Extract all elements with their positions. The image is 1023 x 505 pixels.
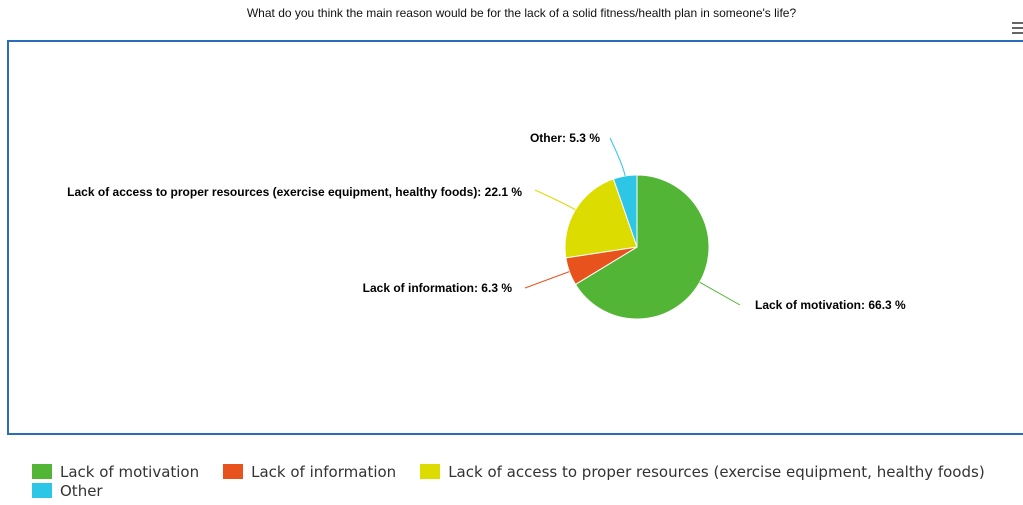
hamburger-menu-icon[interactable] [1012,22,1023,36]
legend-item-resources[interactable]: Lack of access to proper resources (exer… [420,462,985,481]
legend-label: Lack of motivation [60,462,200,481]
slice-data-label: Other: 5.3 % [530,131,600,145]
slice-connector [609,137,626,177]
legend-label: Lack of information [251,462,397,481]
legend-label: Lack of access to proper resources (exer… [448,462,985,481]
legend-row: Lack of motivation Lack of information L… [32,462,1022,481]
plot-frame [7,40,1023,435]
legend-swatch [223,464,244,479]
legend-swatch [32,483,52,498]
legend-row: Other [32,481,1022,500]
legend-item-information[interactable]: Lack of information [223,463,396,481]
slice-data-label: Lack of information: 6.3 % [363,281,513,295]
slice-connector [524,271,570,289]
chart-title: What do you think the main reason would … [246,6,797,20]
pie-slice[interactable] [574,174,710,320]
legend-item-other[interactable]: Other [32,482,103,500]
slice-connector [699,281,741,306]
pie-chart: Lack of motivation: 66.3 % Lack of inform… [67,131,906,320]
legend-label: Other [60,481,103,500]
slice-connector [534,189,576,211]
slice-data-label: Lack of motivation: 66.3 % [755,298,906,312]
legend-swatch [420,464,441,479]
legend: Lack of motivation Lack of information L… [32,462,1022,500]
pie-slice[interactable] [564,178,638,259]
slice-data-label: Lack of access to proper resources (exer… [67,185,522,199]
legend-swatch [32,464,52,479]
legend-item-motivation[interactable]: Lack of motivation [32,463,199,481]
